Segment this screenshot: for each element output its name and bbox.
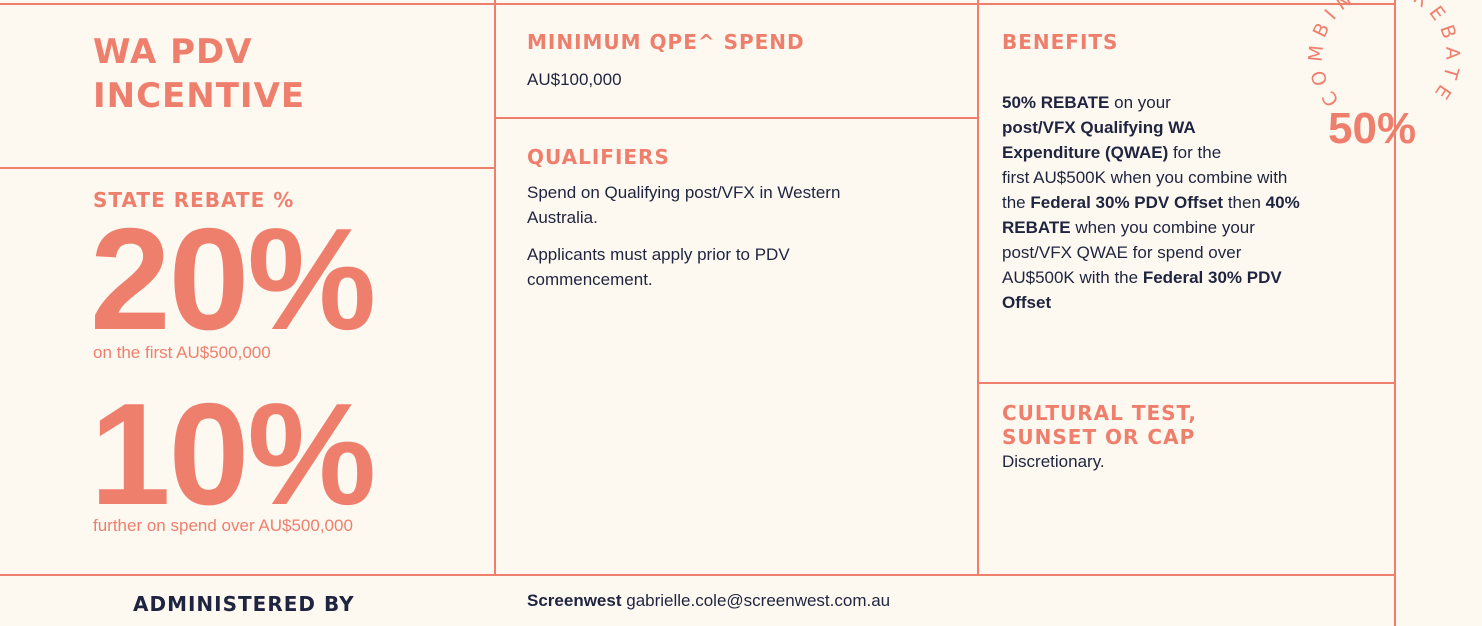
- text-segment: post/VFX Qualifying WA Expenditure (QWAE…: [1002, 118, 1200, 162]
- text-segment: 40% REBATE: [1002, 193, 1305, 237]
- rate-description: further on spend over AU$500,000: [93, 516, 353, 535]
- organisation: Screenwest: [527, 591, 622, 610]
- heading: CULTURAL TEST, SUNSET OR CAP: [1002, 401, 1197, 449]
- heading: ADMINISTERED BY: [133, 592, 355, 616]
- title: WA PDV INCENTIVE: [93, 32, 306, 116]
- text: AU$100,000: [527, 70, 622, 89]
- text-segment: 50% REBATE: [1002, 93, 1110, 112]
- heading: MINIMUM QPE^ SPEND: [527, 30, 805, 54]
- heading: BENEFITS: [1002, 30, 1119, 54]
- text: Discretionary.: [1002, 452, 1105, 471]
- email: gabrielle.cole@screenwest.com.au: [626, 591, 891, 610]
- benefits-text: 50% REBATE on your post/VFX Qualifying W…: [1002, 90, 1312, 315]
- badge-arc-path: COMBINED REBATE: [1305, 0, 1457, 110]
- text-segment: then: [1223, 193, 1266, 212]
- rate: 20%: [90, 198, 376, 360]
- heading: QUALIFIERS: [527, 145, 670, 169]
- text-segment: Federal 30% PDV Offset: [1002, 268, 1287, 312]
- rate: 10%: [90, 373, 376, 535]
- paragraph: Spend on Qualifying post/VFX in Western …: [527, 183, 841, 227]
- badge-arc-text: COMBINED REBATE: [1305, 0, 1464, 110]
- heading: STATE REBATE %: [93, 188, 295, 212]
- paragraph: Applicants must apply prior to PDV comme…: [527, 245, 790, 289]
- text-segment: Federal 30% PDV Offset: [1030, 193, 1224, 212]
- text-segment: when you combine your post/VFX QWAE for …: [1002, 218, 1260, 287]
- badge-value: 50%: [1328, 104, 1417, 153]
- text-segment: on your: [1109, 93, 1176, 112]
- spacer: [1230, 90, 1312, 162]
- rate-description: on the first AU$500,000: [93, 343, 271, 362]
- contact: Screenwest gabrielle.cole@screenwest.com…: [527, 588, 890, 613]
- text-segment: for the first AU$500K when you combine w…: [1002, 143, 1293, 212]
